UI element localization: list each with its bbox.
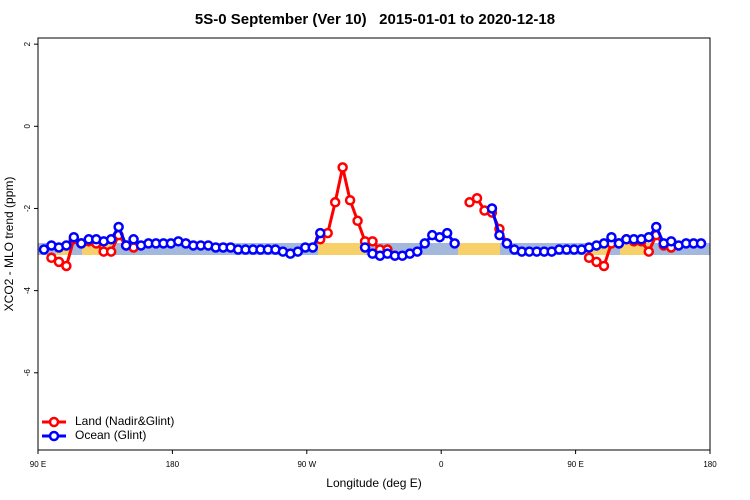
x-tick-label: 90 W [297, 460, 316, 469]
land-band [458, 243, 500, 255]
point [105, 246, 117, 257]
point [598, 260, 610, 272]
land-band [318, 243, 366, 255]
point [61, 240, 72, 251]
y-tick-label: -2 [23, 204, 32, 212]
x-tick-label: 180 [166, 460, 180, 469]
point [665, 236, 677, 247]
x-tick-label: 90 E [30, 460, 46, 469]
point [337, 162, 348, 173]
point [583, 252, 595, 264]
point [352, 215, 363, 227]
point [412, 246, 423, 257]
point [46, 252, 57, 264]
y-tick-label: 0 [23, 124, 32, 129]
legend-marker [48, 416, 60, 428]
point [464, 197, 475, 208]
point [486, 203, 498, 214]
y-tick-label: -4 [23, 287, 32, 295]
point [120, 240, 132, 251]
point [359, 242, 371, 253]
point [650, 221, 662, 233]
point [501, 238, 513, 249]
point [434, 231, 445, 243]
y-tick-label: 2 [23, 41, 32, 46]
point [76, 238, 87, 249]
plot-frame [37, 37, 711, 451]
point [695, 238, 707, 249]
point [419, 238, 431, 249]
point [113, 221, 124, 233]
chart-title: 5S-0 September (Ver 10) 2015-01-01 to 20… [195, 11, 555, 28]
x-tick-label: 180 [703, 460, 717, 469]
point [314, 227, 326, 239]
y-tick-label: -6 [23, 369, 32, 377]
point [441, 227, 453, 239]
point [613, 238, 625, 249]
x-tick-label: 90 E [567, 460, 583, 469]
point [643, 246, 655, 257]
point [68, 231, 80, 243]
point [449, 238, 460, 249]
legend-label: Land (Nadir&Glint) [75, 414, 174, 428]
point [307, 242, 319, 253]
point [606, 231, 617, 243]
point [38, 244, 50, 255]
point [344, 195, 356, 206]
point [367, 236, 378, 247]
y-axis-label: XCO2 - MLO trend (ppm) [2, 177, 16, 312]
point [128, 234, 139, 245]
point [494, 229, 505, 241]
point [471, 192, 483, 204]
point [591, 256, 602, 268]
point [61, 260, 72, 272]
legend-label: Ocean (Glint) [75, 428, 146, 442]
x-axis-label: Longitude (deg E) [326, 476, 421, 490]
point [105, 234, 117, 245]
point [329, 197, 341, 208]
point [53, 256, 65, 268]
legend-marker [48, 430, 60, 442]
point [292, 246, 304, 257]
point [643, 231, 655, 243]
point [598, 238, 610, 249]
x-tick-label: 0 [439, 460, 444, 469]
